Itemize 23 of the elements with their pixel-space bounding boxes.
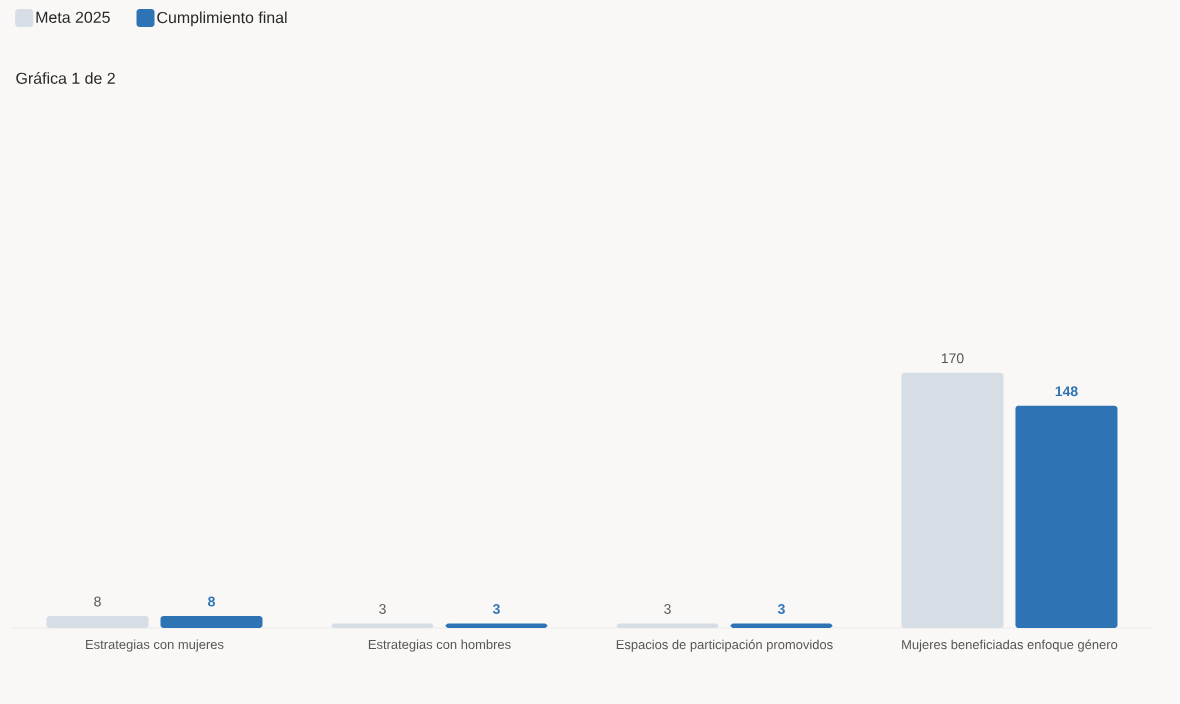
legend-label: Meta 2025 [36,11,110,23]
legend-label: Cumplimiento final [157,11,287,27]
bar [445,623,548,628]
bar [160,615,263,628]
x-tick-label: Mujeres beneficiadas enfoque género [902,639,1118,652]
bar [331,623,434,628]
data-label: 148 [1055,386,1078,397]
chart-title: Gráfica 1 de 2 [16,72,115,84]
x-tick-label: Espacios de participación promovidos [616,639,833,652]
data-label: 3 [379,604,386,614]
data-label: 3 [777,604,785,614]
bar [46,615,149,628]
bar [616,623,719,628]
bar [730,623,833,628]
data-label: 170 [941,353,964,364]
data-label: 3 [664,604,671,614]
data-label: 8 [208,596,215,607]
data-label: 8 [94,596,101,607]
x-tick-label: Estrategias con mujeres [86,639,224,652]
bar [901,372,1004,628]
x-tick-label: Estrategias con hombres [368,639,511,652]
bar [1015,405,1118,628]
data-label: 3 [492,604,500,614]
